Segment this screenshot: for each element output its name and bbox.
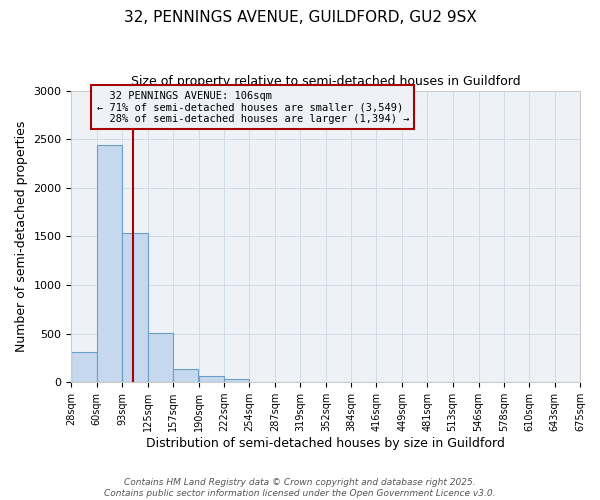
Bar (71, 352, 97, 382)
Title: Size of property relative to semi-detached houses in Guildford: Size of property relative to semi-detach… (131, 75, 521, 88)
X-axis label: Distribution of semi-detached houses by size in Guildford: Distribution of semi-detached houses by … (146, 437, 505, 450)
Bar (97, 145, 122, 382)
Bar (173, 368, 198, 382)
Y-axis label: Number of semi-detached properties: Number of semi-detached properties (15, 120, 28, 352)
Text: 32, PENNINGS AVENUE, GUILDFORD, GU2 9SX: 32, PENNINGS AVENUE, GUILDFORD, GU2 9SX (124, 10, 476, 25)
Text: Contains HM Land Registry data © Crown copyright and database right 2025.
Contai: Contains HM Land Registry data © Crown c… (104, 478, 496, 498)
Text: 32 PENNINGS AVENUE: 106sqm
← 71% of semi-detached houses are smaller (3,549)
  2: 32 PENNINGS AVENUE: 106sqm ← 71% of semi… (97, 90, 409, 124)
Bar (224, 379, 249, 382)
Bar (199, 376, 224, 382)
Bar (148, 332, 173, 382)
Bar (122, 234, 148, 382)
